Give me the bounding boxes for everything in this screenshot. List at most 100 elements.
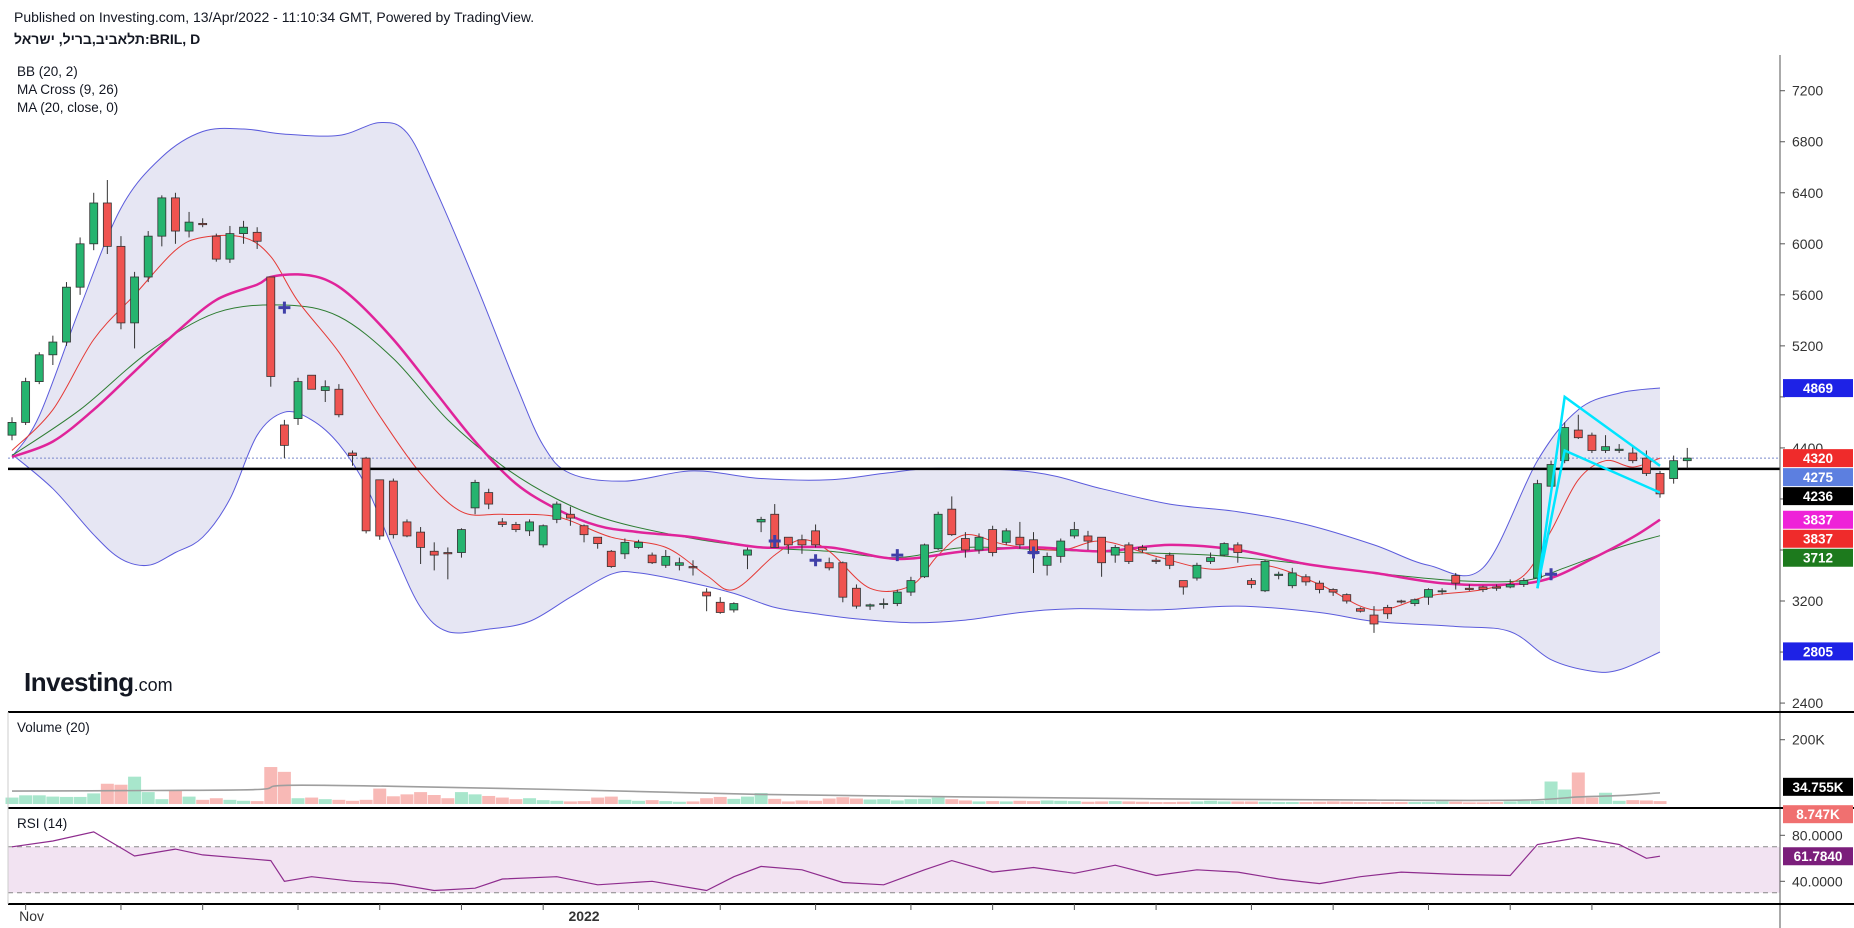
volume-bar: [931, 797, 945, 804]
volume-bar: [1244, 801, 1258, 804]
candle-body: [1682, 457, 1692, 462]
candle-body: [865, 604, 875, 607]
candle-body: [1437, 590, 1447, 593]
ma-cross-marker: [278, 301, 291, 314]
volume-last-value-badge: 34.755K: [1792, 780, 1843, 795]
candle-body: [184, 221, 194, 232]
candle-body: [1287, 572, 1297, 587]
candle-body: [1301, 576, 1311, 583]
candle-body: [1410, 599, 1420, 604]
candle-body: [1383, 606, 1393, 615]
candle-body: [21, 381, 31, 423]
ma-cross-marker: [891, 549, 904, 562]
candle-body: [661, 555, 671, 566]
ma-cross-marker: [768, 535, 781, 548]
candle-body: [198, 222, 208, 226]
candle-body: [1573, 429, 1583, 439]
candle-body: [879, 603, 889, 605]
volume-bar: [332, 799, 346, 804]
volume-bar: [1408, 802, 1422, 804]
candle-body: [1424, 589, 1433, 598]
candle-body: [756, 518, 766, 523]
volume-bar: [945, 799, 959, 804]
volume-bar: [59, 796, 73, 804]
candle-body: [1601, 446, 1610, 451]
volume-bars: [5, 767, 1667, 804]
volume-bar: [781, 801, 795, 804]
candle-body: [171, 197, 180, 232]
volume-bar: [454, 792, 468, 804]
candle-body: [266, 276, 276, 377]
volume-bar: [700, 798, 714, 804]
candle-body: [211, 235, 221, 260]
volume-bar: [386, 796, 400, 804]
indicator-ma-cross-label[interactable]: MA Cross (9, 26): [17, 82, 119, 97]
volume-bar: [441, 798, 455, 804]
candle-body: [429, 550, 439, 556]
candle-body: [388, 480, 398, 536]
volume-bar: [536, 800, 550, 804]
candle-body: [1260, 561, 1270, 592]
candle-body: [75, 243, 85, 288]
volume-bar: [1108, 801, 1122, 804]
candle-body: [1056, 540, 1066, 557]
volume-bar: [168, 790, 182, 804]
price-last-value-badge-bg: [1783, 510, 1853, 529]
candle-body: [1247, 580, 1256, 585]
candle-body: [606, 550, 616, 567]
volume-bar: [1530, 800, 1544, 804]
indicator-ma-label[interactable]: MA (20, close, 0): [17, 100, 119, 115]
volume-bar: [672, 801, 686, 804]
volume-bar: [972, 801, 986, 804]
volume-bar: [686, 801, 700, 804]
candle-body: [48, 341, 58, 356]
candle-body: [1206, 557, 1215, 562]
volume-bar: [155, 799, 169, 804]
volume-bar: [795, 800, 809, 804]
candle-body: [961, 538, 970, 551]
indicator-volume-label[interactable]: Volume (20): [17, 720, 90, 735]
volume-bar: [768, 798, 782, 804]
candle-body: [538, 525, 548, 546]
price-last-value-badge: 3837: [1803, 513, 1833, 528]
volume-bar: [414, 792, 428, 804]
volume-bar: [318, 799, 332, 804]
candle-body: [634, 541, 643, 548]
candle-body: [1328, 589, 1338, 593]
volume-bar: [1503, 801, 1517, 804]
volume-bar: [523, 798, 537, 804]
candle-body: [1628, 452, 1638, 462]
price-last-value-badge: 4236: [1803, 489, 1834, 504]
candle-body: [130, 276, 139, 324]
volume-bar: [1571, 772, 1585, 804]
indicator-bb-label[interactable]: BB (20, 2): [17, 64, 78, 79]
candle-body: [974, 536, 984, 551]
rsi-last-value-badge: 61.7840: [1794, 849, 1843, 864]
volume-bar: [1027, 801, 1040, 804]
volume-bar: [986, 801, 1000, 804]
candle-body: [1396, 600, 1406, 603]
price-last-value-badge: 4320: [1803, 451, 1833, 466]
logo-main: Investing: [24, 667, 134, 697]
candle-body: [525, 521, 534, 532]
candle-body: [470, 481, 480, 509]
candle-body: [1533, 483, 1542, 579]
candle-body: [715, 601, 725, 613]
price-tick-label: 6800: [1792, 134, 1823, 150]
volume-bar: [1135, 801, 1149, 804]
volume-bar: [604, 796, 618, 804]
candle-body: [1655, 473, 1665, 495]
bollinger-upper-line: [11, 121, 1661, 577]
indicator-rsi-label[interactable]: RSI (14): [17, 816, 68, 831]
volume-bar: [495, 797, 509, 804]
volume-bar: [73, 796, 87, 804]
volume-ma-line: [11, 784, 1661, 802]
candle-body: [852, 587, 861, 607]
volume-bar: [46, 796, 60, 804]
volume-bar: [1040, 800, 1054, 804]
price-last-value-badge-bg: [1783, 548, 1853, 567]
rsi-panel: [8, 831, 1780, 894]
volume-bar: [1231, 801, 1245, 804]
price-last-value-badge-bg: [1783, 468, 1853, 487]
